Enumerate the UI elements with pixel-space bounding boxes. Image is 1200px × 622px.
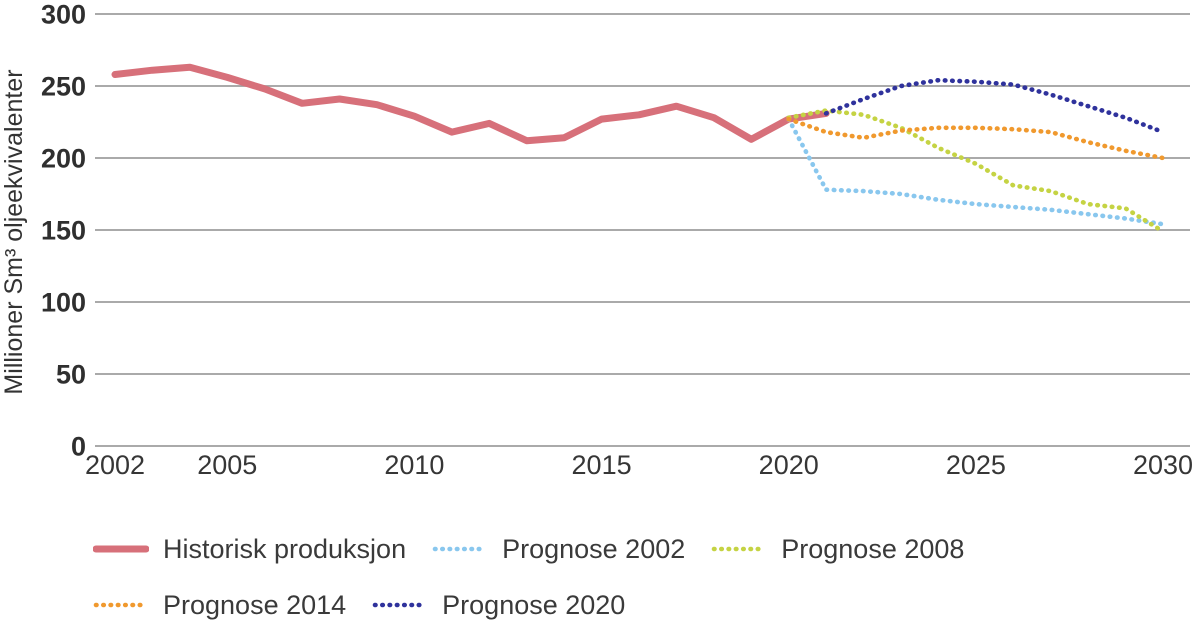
legend-item-historisk-produksjon: Historisk produksjon bbox=[93, 534, 406, 565]
y-axis-title: Millioner Sm³ oljeekvivalenter bbox=[0, 69, 28, 394]
legend-swatch-prognose-2008 bbox=[711, 546, 767, 552]
x-tick-label: 2005 bbox=[197, 450, 257, 480]
legend-item-prognose-2008: Prognose 2008 bbox=[711, 534, 964, 565]
y-tick-label: 250 bbox=[41, 72, 86, 102]
y-tick-label: 150 bbox=[41, 216, 86, 246]
y-tick-label: 0 bbox=[71, 432, 86, 462]
y-tick-label: 50 bbox=[56, 360, 86, 390]
legend-label: Prognose 2008 bbox=[781, 533, 965, 564]
legend-item-prognose-2002: Prognose 2002 bbox=[432, 534, 685, 565]
x-tick-label: 2010 bbox=[384, 450, 444, 480]
series-line-prognose-2014 bbox=[786, 116, 1166, 161]
series-line-prognose-2002 bbox=[786, 116, 1166, 227]
y-tick-label: 300 bbox=[41, 0, 86, 30]
x-tick-label: 2002 bbox=[85, 450, 145, 480]
legend-swatch-historisk-produksjon bbox=[93, 545, 149, 553]
legend-item-prognose-2014: Prognose 2014 bbox=[93, 590, 346, 621]
series-line-prognose-2020 bbox=[823, 77, 1166, 135]
y-tick-label: 100 bbox=[41, 288, 86, 318]
y-axis-tick-labels: 0 50 100 150 200 250 300 bbox=[41, 0, 86, 462]
x-tick-label: 2015 bbox=[572, 450, 632, 480]
legend-label: Historisk produksjon bbox=[163, 533, 407, 564]
legend-label: Prognose 2002 bbox=[502, 533, 686, 564]
chart-legend: Historisk produksjon Prognose 2002 Prognos… bbox=[93, 532, 1200, 622]
legend-row: Historisk produksjon Prognose 2002 Prognos… bbox=[93, 532, 1200, 566]
x-tick-label: 2030 bbox=[1133, 450, 1193, 480]
y-tick-label: 200 bbox=[41, 144, 86, 174]
legend-swatch-prognose-2020 bbox=[372, 602, 428, 608]
legend-row: Prognose 2014 Prognose 2020 bbox=[93, 588, 1200, 622]
legend-swatch-prognose-2002 bbox=[432, 546, 488, 552]
legend-label: Prognose 2020 bbox=[442, 589, 626, 620]
series-line-historisk-produksjon bbox=[111, 63, 830, 145]
legend-label: Prognose 2014 bbox=[163, 589, 347, 620]
x-tick-label: 2025 bbox=[946, 450, 1006, 480]
x-axis-tick-labels: 2002 2005 2010 2015 2020 2025 2030 bbox=[85, 450, 1193, 480]
legend-item-prognose-2020: Prognose 2020 bbox=[372, 590, 625, 621]
gridlines bbox=[95, 13, 1190, 447]
chart-series bbox=[111, 63, 1166, 234]
legend-swatch-prognose-2014 bbox=[93, 602, 149, 608]
series-line-prognose-2008 bbox=[786, 108, 1166, 234]
x-tick-label: 2020 bbox=[759, 450, 819, 480]
